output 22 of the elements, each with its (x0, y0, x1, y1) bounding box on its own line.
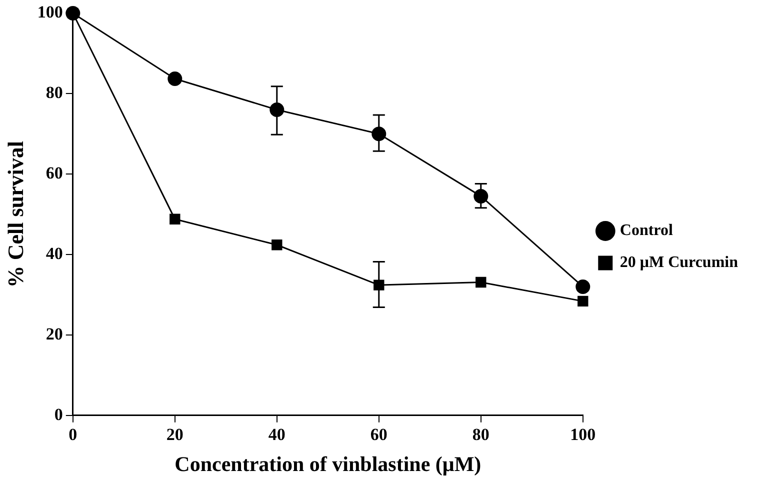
legend-label: 20 μM Curcumin (620, 254, 738, 272)
point (476, 276, 486, 288)
y-tick-label: 0 (54, 404, 63, 424)
y-tick-label: 100 (37, 2, 63, 22)
legend-label: Control (620, 222, 674, 240)
y-tick-label: 80 (46, 83, 63, 102)
point (578, 296, 588, 307)
x-tick-label: 0 (68, 424, 78, 444)
point (170, 214, 180, 224)
y-tick-label: 40 (46, 244, 63, 263)
y-tick-label: 60 (46, 163, 63, 182)
y-tick-label: 20 (46, 324, 63, 344)
y-axis-title: % Cell survival (2, 140, 28, 288)
x-tick-label: 40 (268, 424, 286, 444)
x-tick-label: 60 (370, 424, 388, 444)
point (576, 279, 590, 294)
x-tick-label: 100 (570, 424, 596, 444)
point (168, 72, 182, 86)
x-axis-title: Concentration of vinblastine (μM) (174, 452, 482, 476)
point (272, 240, 282, 250)
x-tick-label: 20 (166, 424, 184, 444)
x-tick-label: 80 (472, 424, 490, 444)
